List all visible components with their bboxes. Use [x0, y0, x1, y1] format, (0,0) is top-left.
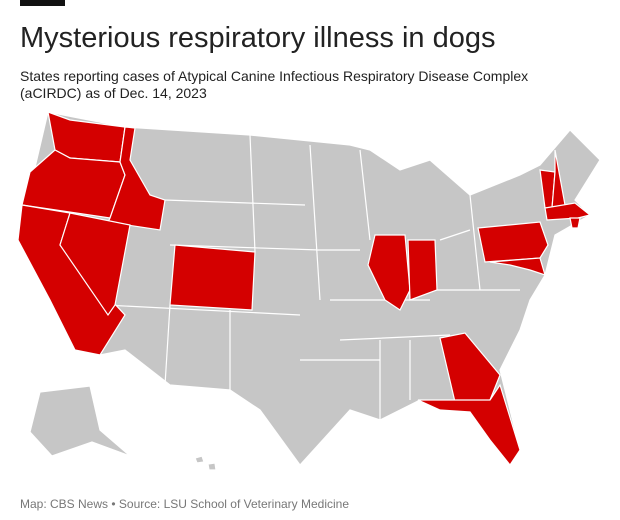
- state: [544, 202, 592, 221]
- state: [477, 221, 549, 263]
- state-borders: [104, 134, 520, 420]
- state: [59, 212, 131, 317]
- source: Map: CBS News • Source: LSU School of Ve…: [20, 497, 350, 511]
- title: Mysterious respiratory illness in dogs: [20, 22, 496, 54]
- hawaii: [194, 455, 217, 471]
- alaska: [29, 385, 131, 457]
- reporting-states: [17, 111, 592, 467]
- state: [169, 244, 256, 311]
- state: [439, 332, 501, 403]
- state: [367, 234, 411, 311]
- state: [417, 383, 521, 467]
- state: [489, 257, 546, 276]
- state: [407, 239, 438, 301]
- subtitle: States reporting cases of Atypical Canin…: [20, 68, 529, 101]
- header-bar: [20, 0, 65, 6]
- state: [569, 217, 581, 229]
- state: [107, 126, 166, 231]
